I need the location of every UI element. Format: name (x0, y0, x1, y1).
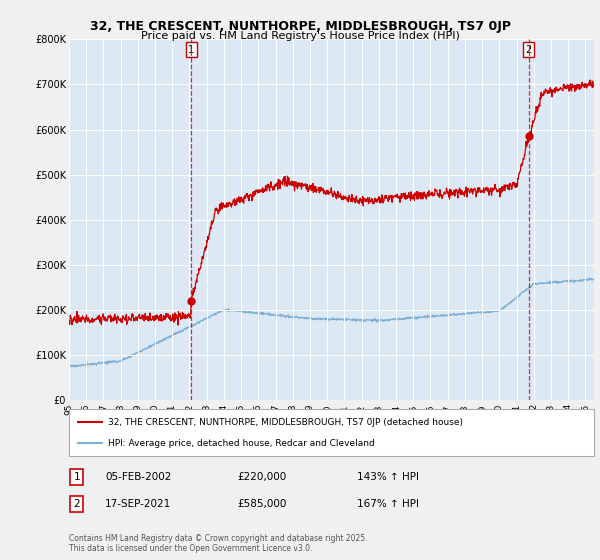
Text: 32, THE CRESCENT, NUNTHORPE, MIDDLESBROUGH, TS7 0JP (detached house): 32, THE CRESCENT, NUNTHORPE, MIDDLESBROU… (109, 418, 463, 427)
Text: 05-FEB-2002: 05-FEB-2002 (105, 472, 172, 482)
Text: 2: 2 (526, 45, 532, 55)
Text: 32, THE CRESCENT, NUNTHORPE, MIDDLESBROUGH, TS7 0JP: 32, THE CRESCENT, NUNTHORPE, MIDDLESBROU… (89, 20, 511, 32)
Text: £585,000: £585,000 (237, 499, 286, 509)
Text: 143% ↑ HPI: 143% ↑ HPI (357, 472, 419, 482)
Text: 167% ↑ HPI: 167% ↑ HPI (357, 499, 419, 509)
Text: 1: 1 (188, 45, 194, 55)
Text: 1: 1 (73, 472, 80, 482)
Text: Contains HM Land Registry data © Crown copyright and database right 2025.
This d: Contains HM Land Registry data © Crown c… (69, 534, 367, 553)
Text: £220,000: £220,000 (237, 472, 286, 482)
Text: 17-SEP-2021: 17-SEP-2021 (105, 499, 171, 509)
Text: 2: 2 (73, 499, 80, 509)
Text: HPI: Average price, detached house, Redcar and Cleveland: HPI: Average price, detached house, Redc… (109, 438, 375, 447)
Text: Price paid vs. HM Land Registry's House Price Index (HPI): Price paid vs. HM Land Registry's House … (140, 31, 460, 41)
